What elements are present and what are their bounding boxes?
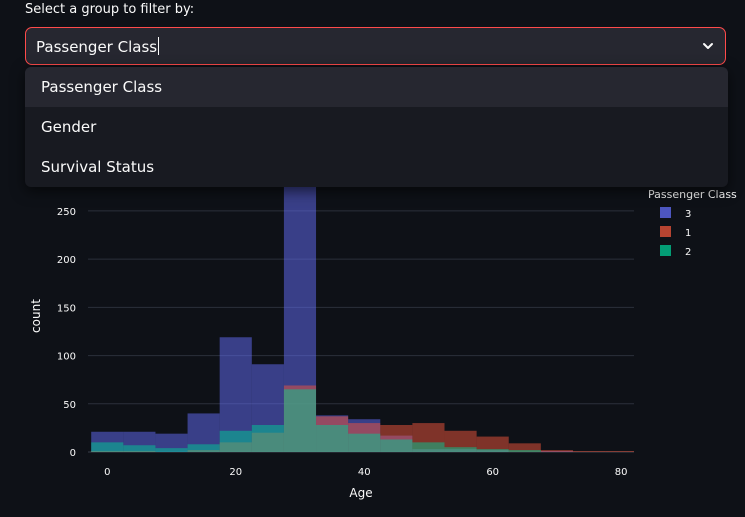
y-tick-label: 150 [57,303,76,314]
chart-legend: Passenger Class 3 1 2 [648,188,737,258]
bar-class-2-bin-4 [219,430,252,452]
y-tick-label: 100 [57,352,76,363]
x-tick-label: 0 [104,467,110,478]
bar-class-1-bin-13 [508,443,541,452]
x-tick-label: 60 [486,467,499,478]
x-axis-ticks: 0 20 40 60 80 [104,467,627,478]
bar-class-2-bin-1 [123,445,156,452]
bar-class-2-bin-8 [348,433,381,452]
legend-label-class-1: 1 [685,228,691,239]
x-axis-label: Age [349,486,372,500]
bar-class-2-bin-0 [91,442,124,452]
bar-class-2-bin-10 [412,442,445,452]
group-select[interactable]: Passenger Class [25,27,726,65]
bar-class-2-bin-13 [508,450,541,452]
y-tick-label: 0 [70,448,76,459]
chart-gridlines [88,210,634,453]
chart-bars [91,182,634,452]
group-select-value[interactable]: Passenger Class [36,37,160,56]
bar-class-1-bin-16 [605,451,634,452]
x-tick-label: 40 [358,467,371,478]
x-tick-label: 80 [615,467,628,478]
bar-class-1-bin-15 [572,451,606,452]
x-tick-label: 20 [229,467,242,478]
y-tick-label: 50 [63,400,76,411]
bar-class-3-bin-2 [155,433,188,452]
legend-label-class-2: 2 [685,247,691,258]
bar-class-2-bin-12 [476,449,509,452]
chevron-down-icon[interactable] [701,39,715,53]
filter-group-label: Select a group to filter by: [25,2,195,17]
legend-swatch-class-1 [660,226,671,237]
bar-class-1-bin-12 [476,436,509,452]
bar-class-1-bin-14 [540,450,573,452]
bar-class-2-bin-9 [380,439,413,452]
bar-class-2-bin-7 [316,425,349,452]
dropdown-option-gender[interactable]: Gender [41,118,97,136]
group-select-dropdown: Passenger Class Gender Survival Status [25,67,728,187]
legend-swatch-class-2 [660,245,671,256]
dropdown-option-passenger-class[interactable]: Passenger Class [25,67,728,107]
legend-items: 3 1 2 [660,207,691,258]
y-axis-label: count [29,299,43,333]
y-tick-label: 250 [57,207,76,218]
bar-class-2-bin-2 [155,448,188,452]
bar-class-2-bin-6 [283,389,317,452]
bar-class-2-bin-3 [187,444,220,452]
y-tick-label: 200 [57,255,76,266]
group-select-value-text: Passenger Class [36,38,158,56]
legend-swatch-class-3 [660,207,671,218]
text-cursor [158,37,160,55]
legend-title: Passenger Class [648,188,737,201]
bar-class-1-bin-11 [444,430,477,452]
y-axis-ticks: 0 50 100 150 200 250 [57,207,76,459]
dropdown-option-survival-status[interactable]: Survival Status [41,158,155,176]
bar-class-2-bin-11 [444,447,477,452]
legend-label-class-3: 3 [685,209,691,220]
bar-class-2-bin-5 [251,425,284,452]
